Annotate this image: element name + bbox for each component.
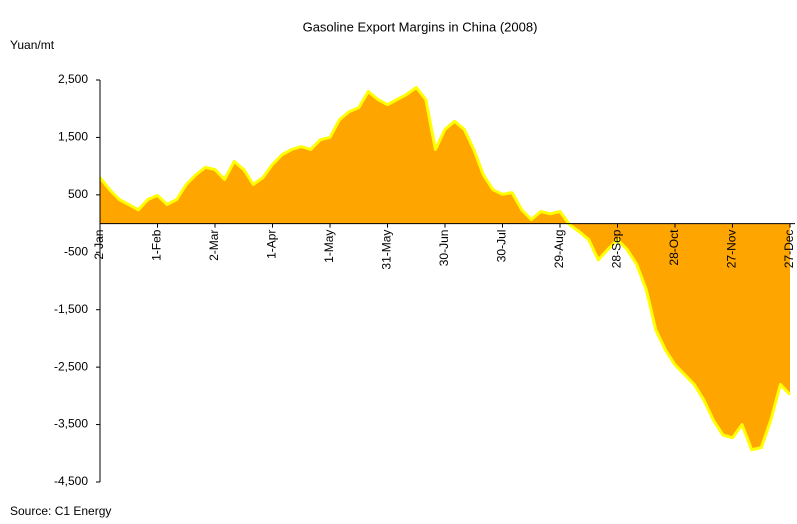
x-tick-label: 2-Mar: [207, 230, 221, 261]
x-tick-label: 27-Dec: [782, 230, 796, 269]
y-tick-label: -500: [64, 244, 88, 258]
x-tick-label: 2-Jan: [92, 230, 106, 260]
x-tick-label: 1-Apr: [265, 230, 279, 259]
y-tick-label: -1,500: [54, 302, 88, 316]
area-fill: [100, 87, 790, 450]
y-axis-label: Yuan/mt: [10, 38, 55, 52]
x-tick-label: 29-Aug: [552, 230, 566, 269]
y-tick-label: 1,500: [58, 130, 88, 144]
chart-title: Gasoline Export Margins in China (2008): [303, 19, 538, 34]
x-tick-label: 28-Oct: [667, 229, 681, 266]
x-tick-label: 28-Sep: [610, 229, 624, 268]
y-tick-label: -4,500: [54, 474, 88, 488]
y-tick-label: 2,500: [58, 72, 88, 86]
x-tick-label: 30-Jun: [437, 230, 451, 267]
y-tick-label: -2,500: [54, 359, 88, 373]
y-tick-label: 500: [68, 187, 88, 201]
x-tick-label: 27-Nov: [725, 230, 739, 269]
area-line: [98, 86, 792, 452]
y-tick-label: -3,500: [54, 417, 88, 431]
source-note: Source: C1 Energy: [10, 504, 111, 518]
x-tick-label: 30-Jul: [495, 230, 509, 263]
x-tick-label: 1-May: [322, 230, 336, 263]
x-tick-label: 1-Feb: [150, 229, 164, 261]
x-tick-label: 31-May: [380, 230, 394, 270]
